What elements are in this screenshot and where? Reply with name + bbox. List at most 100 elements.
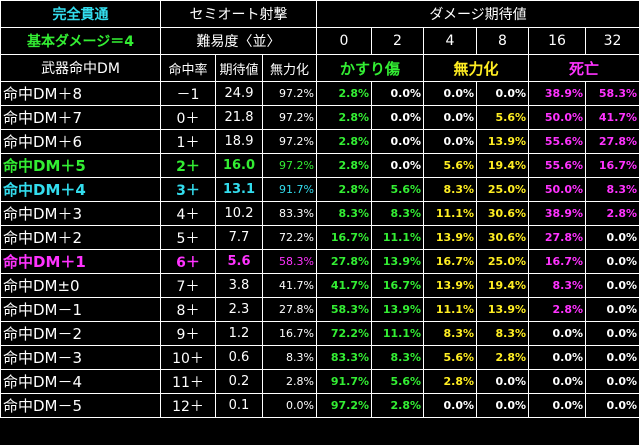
damage-probability-2: 13.9%: [371, 297, 424, 322]
table-row: 命中DM－3 10＋ 0.6 8.3% 83.3% 8.3% 5.6% 2.8% 0.0% 0.0…: [0, 345, 639, 370]
hit-target: 3＋: [160, 177, 216, 202]
damage-probability-2: 2.8%: [371, 393, 424, 418]
hit-target: 10＋: [160, 345, 216, 370]
damage-probability-4: 0.0%: [423, 81, 477, 106]
incapacitation-rate: 97.2%: [262, 105, 317, 130]
row-label: 命中DM＋4: [0, 177, 161, 202]
damage-probability-32: 0.0%: [584, 249, 639, 274]
damage-probability-2: 5.6%: [371, 369, 424, 394]
row-label: 命中DM－2: [0, 321, 161, 346]
row-label: 命中DM±0: [0, 273, 161, 298]
damage-probability-32: 16.7%: [584, 153, 639, 178]
damage-probability-32: 0.0%: [584, 369, 639, 394]
row-label: 命中DM＋6: [0, 129, 161, 154]
damage-probability-32: 0.0%: [584, 393, 639, 418]
damage-probability-8: 25.0%: [476, 249, 529, 274]
row-label: 命中DM＋2: [0, 225, 161, 250]
table-row: 命中DM－5 12＋ 0.1 0.0% 97.2% 2.8% 0.0% 0.0% 0.0% 0.0…: [0, 393, 639, 418]
damage-probability-2: 13.9%: [371, 249, 424, 274]
incapacitation-rate: 41.7%: [262, 273, 317, 298]
incapacitation-rate: 8.3%: [262, 345, 317, 370]
incapacitation-rate: 58.3%: [262, 249, 317, 274]
expected-value: 7.7: [215, 225, 263, 250]
damage-col-8: 8: [476, 27, 529, 55]
expected-value: 0.6: [215, 345, 263, 370]
hit-target: 2＋: [160, 153, 216, 178]
table-title: 完全貫通: [0, 0, 161, 28]
damage-probability-32: 0.0%: [584, 297, 639, 322]
damage-probability-32: 0.0%: [584, 321, 639, 346]
expected-value: 16.0: [215, 153, 263, 178]
damage-col-2: 2: [371, 27, 424, 55]
damage-probability-8: 0.0%: [476, 369, 529, 394]
damage-probability-4: 16.7%: [423, 249, 477, 274]
hit-target: 12＋: [160, 393, 216, 418]
expected-value: 1.2: [215, 321, 263, 346]
damage-probability-2: 5.6%: [371, 177, 424, 202]
category-death: 死亡: [527, 54, 639, 82]
damage-probability-8: 13.9%: [476, 129, 529, 154]
table-row: 命中DM＋7 0＋ 21.8 97.2% 2.8% 0.0% 0.0% 5.6% 50.0% 41…: [0, 105, 639, 130]
weapon-hit-dm-header: 武器命中DM: [0, 54, 161, 82]
damage-probability-4: 13.9%: [423, 273, 477, 298]
expected-value: 2.3: [215, 297, 263, 322]
table-row: 命中DM＋8 －1 24.9 97.2% 2.8% 0.0% 0.0% 0.0% 38.9% 58…: [0, 81, 639, 106]
hit-rate-header: 命中率: [160, 54, 216, 82]
damage-probability-4: 8.3%: [423, 177, 477, 202]
damage-probability-32: 0.0%: [584, 273, 639, 298]
damage-probability-2: 0.0%: [371, 153, 424, 178]
damage-probability-2: 11.1%: [371, 225, 424, 250]
table-row: 命中DM＋5 2＋ 16.0 97.2% 2.8% 0.0% 5.6% 19.4% 55.6% 1…: [0, 153, 639, 178]
row-label: 命中DM＋1: [0, 249, 161, 274]
hit-target: －1: [160, 81, 216, 106]
damage-probability-16: 50.0%: [528, 105, 586, 130]
row-label: 命中DM－5: [0, 393, 161, 418]
damage-probability-16: 55.6%: [528, 153, 586, 178]
damage-probability-0: 16.7%: [316, 225, 372, 250]
hit-target: 9＋: [160, 321, 216, 346]
damage-col-16: 16: [528, 27, 586, 55]
damage-probability-4: 2.8%: [423, 369, 477, 394]
expected-value: 5.6: [215, 249, 263, 274]
damage-probability-4: 8.3%: [423, 321, 477, 346]
damage-probability-2: 8.3%: [371, 201, 424, 226]
damage-probability-2: 16.7%: [371, 273, 424, 298]
damage-probability-0: 27.8%: [316, 249, 372, 274]
expected-value: 10.2: [215, 201, 263, 226]
incapacitation-rate: 97.2%: [262, 153, 317, 178]
damage-probability-16: 8.3%: [528, 273, 586, 298]
damage-probability-32: 0.0%: [584, 225, 639, 250]
hit-target: 6＋: [160, 249, 216, 274]
damage-probability-2: 0.0%: [371, 129, 424, 154]
damage-probability-16: 2.8%: [528, 297, 586, 322]
damage-probability-0: 58.3%: [316, 297, 372, 322]
incapacitation-rate: 27.8%: [262, 297, 317, 322]
hit-target: 0＋: [160, 105, 216, 130]
hit-target: 5＋: [160, 225, 216, 250]
damage-probability-0: 2.8%: [316, 177, 372, 202]
table-row: 命中DM＋2 5＋ 7.7 72.2% 16.7% 11.1% 13.9% 30.6% 27.8…: [0, 225, 639, 250]
table-row: 命中DM＋6 1＋ 18.9 97.2% 2.8% 0.0% 0.0% 13.9% 55.6% 2…: [0, 129, 639, 154]
fire-mode: セミオート射撃: [160, 0, 317, 28]
damage-probability-8: 0.0%: [476, 393, 529, 418]
row-label: 命中DM＋8: [0, 81, 161, 106]
damage-probability-16: 38.9%: [528, 201, 586, 226]
damage-probability-32: 8.3%: [584, 177, 639, 202]
damage-probability-32: 41.7%: [584, 105, 639, 130]
hit-target: 4＋: [160, 201, 216, 226]
damage-probability-4: 0.0%: [423, 393, 477, 418]
incapacitation-rate: 2.8%: [262, 369, 317, 394]
table-row: 命中DM＋1 6＋ 5.6 58.3% 27.8% 13.9% 16.7% 25.0% 16.7…: [0, 249, 639, 274]
damage-col-4: 4: [423, 27, 477, 55]
table-row: 命中DM－2 9＋ 1.2 16.7% 72.2% 11.1% 8.3% 8.3% 0.0% 0.…: [0, 321, 639, 346]
incapacitation-header: 無力化: [262, 54, 317, 82]
incapacitation-rate: 83.3%: [262, 201, 317, 226]
damage-probability-4: 0.0%: [423, 105, 477, 130]
damage-probability-8: 30.6%: [476, 201, 529, 226]
base-damage: 基本ダメージ＝4: [0, 27, 161, 55]
incapacitation-rate: 91.7%: [262, 177, 317, 202]
damage-probability-0: 41.7%: [316, 273, 372, 298]
damage-probability-8: 19.4%: [476, 273, 529, 298]
damage-probability-16: 50.0%: [528, 177, 586, 202]
damage-probability-32: 2.8%: [584, 201, 639, 226]
